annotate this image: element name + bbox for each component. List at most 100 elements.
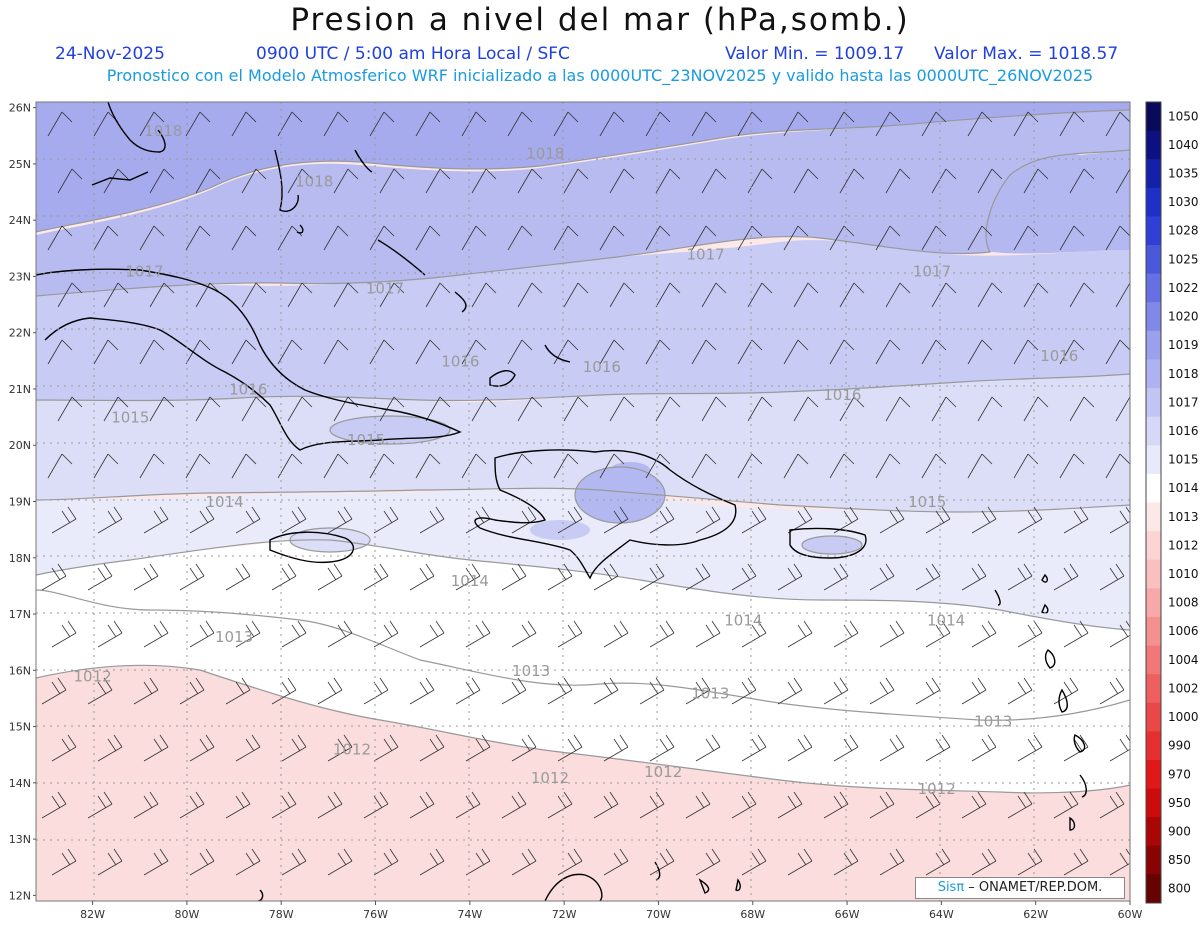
wind-barb — [655, 282, 681, 308]
wind-barb — [921, 111, 947, 137]
wind-barb — [879, 848, 905, 876]
wind-barb — [57, 168, 83, 194]
wind-barb — [645, 453, 671, 479]
colorbar-label: 850 — [1168, 853, 1191, 867]
lat-label: 17N — [9, 608, 31, 621]
colorbar-label: 1050 — [1168, 109, 1199, 123]
wind-barb — [1007, 791, 1033, 819]
wind-barb — [379, 168, 405, 194]
wind-barb — [731, 677, 757, 705]
sispi-logo: Sisπ — [937, 880, 965, 895]
wind-barb — [149, 282, 175, 308]
wind-barb — [327, 506, 353, 534]
wind-barb — [967, 453, 993, 479]
wind-barb — [185, 225, 211, 251]
colorbar-label: 1006 — [1168, 624, 1199, 638]
wind-barb — [87, 791, 113, 819]
map-title: Presion a nivel del mar (hPa,somb.) — [290, 2, 910, 38]
wind-barb — [133, 563, 159, 591]
wind-barb — [741, 506, 767, 534]
wind-barb — [563, 168, 589, 194]
wind-barb — [547, 791, 573, 819]
wind-barb — [139, 111, 165, 137]
wind-barb — [57, 396, 83, 422]
wind-barb — [97, 506, 123, 534]
wind-barb — [741, 620, 767, 648]
colorbar-swatch — [1146, 702, 1161, 732]
wind-barb — [41, 791, 67, 819]
wind-barb — [369, 111, 395, 137]
wind-barb — [1023, 168, 1049, 194]
puerto-rico-coast — [789, 527, 867, 559]
wind-barb — [603, 734, 629, 762]
contour-label: 1016 — [823, 386, 861, 404]
wind-barb — [603, 848, 629, 876]
wind-barb — [57, 282, 83, 308]
wind-barb — [875, 111, 901, 137]
wind-barb — [793, 168, 819, 194]
contour-label: 1017 — [366, 279, 404, 297]
wind-barb — [363, 563, 389, 591]
contour-label: 1016 — [229, 381, 267, 399]
colorbar-swatch — [1146, 559, 1161, 589]
pressure-colorbar: 1050 1040 1035 1030 1028 1025 1022 1020 1019 1018… — [1145, 101, 1199, 904]
wind-barb — [737, 225, 763, 251]
colorbar-swatch — [1146, 616, 1161, 647]
lat-label: 26N — [9, 102, 31, 115]
wind-barb — [139, 339, 165, 365]
wind-barb — [425, 282, 451, 308]
colorbar-swatch — [1146, 817, 1161, 847]
wind-barb — [1053, 563, 1079, 591]
wind-barb — [419, 734, 445, 762]
colorbar-swatch — [1146, 130, 1161, 160]
contour-label: 1016 — [441, 352, 479, 370]
contour-label: 1017 — [913, 262, 951, 280]
wind-barb — [885, 282, 911, 308]
wind-barb — [501, 677, 527, 705]
wind-barb — [787, 620, 813, 648]
wind-barb — [925, 620, 951, 648]
wind-barb — [317, 677, 343, 705]
colorbar-label: 1015 — [1168, 453, 1199, 467]
wind-barb — [277, 339, 303, 365]
lon-label: 80W — [174, 908, 199, 921]
wind-barb — [51, 620, 77, 648]
wind-barb — [93, 225, 119, 251]
wind-barb — [225, 677, 251, 705]
wind-barb — [931, 282, 957, 308]
wind-barb — [737, 339, 763, 365]
wind-barb — [741, 734, 767, 762]
wind-barb — [507, 225, 533, 251]
wind-barb — [189, 506, 215, 534]
wind-barb — [373, 848, 399, 876]
wind-barb — [777, 563, 803, 591]
wind-barb — [833, 620, 859, 648]
wind-barb — [373, 506, 399, 534]
wind-barb — [281, 734, 307, 762]
colorbar-swatch — [1146, 473, 1161, 503]
wind-barb — [1059, 453, 1085, 479]
wind-barb — [593, 791, 619, 819]
wind-barb — [1063, 506, 1089, 534]
wind-barb — [1069, 396, 1095, 422]
wind-barb — [1105, 339, 1130, 365]
wind-barb — [547, 563, 573, 591]
wind-barb — [1059, 225, 1085, 251]
model-subtitle: Pronostico con el Modelo Atmosferico WRF… — [106, 66, 1094, 85]
wind-barb — [1099, 791, 1125, 819]
wind-barb — [517, 282, 543, 308]
wind-barb — [593, 677, 619, 705]
colorbar-swatch — [1146, 216, 1161, 246]
wind-barb — [1109, 620, 1130, 648]
colorbar-label: 1030 — [1168, 195, 1199, 209]
wind-barb — [93, 453, 119, 479]
wind-barb — [179, 563, 205, 591]
wind-barb — [517, 168, 543, 194]
wind-barb — [833, 506, 859, 534]
colorbar-swatch — [1146, 731, 1161, 761]
wind-barb — [189, 620, 215, 648]
wind-barb — [41, 677, 67, 705]
wind-barb — [1017, 506, 1043, 534]
wind-barb — [1069, 168, 1095, 194]
contour-label: 1013 — [512, 662, 550, 680]
